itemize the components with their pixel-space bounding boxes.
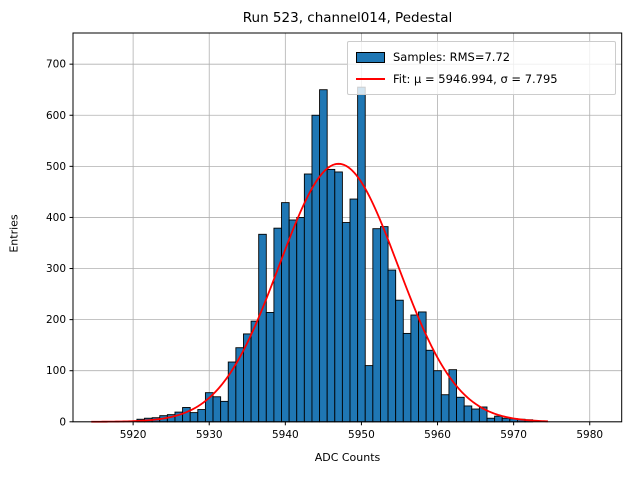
- y-axis-label: Entries: [7, 214, 21, 253]
- svg-text:300: 300: [46, 263, 66, 275]
- legend-entry-samples: Samples: RMS=7.72: [356, 50, 607, 64]
- svg-text:600: 600: [46, 110, 66, 122]
- x-axis-label: ADC Counts: [314, 451, 381, 464]
- svg-text:5980: 5980: [576, 429, 603, 441]
- svg-text:700: 700: [46, 59, 66, 71]
- svg-text:5940: 5940: [272, 429, 299, 441]
- legend-entry-fit: Fit: μ = 5946.994, σ = 7.795: [356, 72, 607, 86]
- svg-text:0: 0: [59, 416, 66, 428]
- svg-text:5950: 5950: [348, 429, 375, 441]
- chart-title: Run 523, channel014, Pedestal: [242, 10, 453, 26]
- samples-swatch-icon: [356, 51, 385, 63]
- svg-text:5930: 5930: [196, 429, 223, 441]
- svg-text:100: 100: [46, 365, 66, 377]
- svg-text:5960: 5960: [424, 429, 451, 441]
- fit-line-swatch-icon: [356, 78, 385, 80]
- svg-text:400: 400: [46, 212, 66, 224]
- svg-text:5970: 5970: [500, 429, 527, 441]
- svg-text:5920: 5920: [120, 429, 147, 441]
- legend-fit-label: Fit: μ = 5946.994, σ = 7.795: [393, 72, 558, 86]
- legend: Samples: RMS=7.72 Fit: μ = 5946.994, σ =…: [347, 41, 616, 95]
- svg-text:500: 500: [46, 161, 66, 173]
- legend-samples-label: Samples: RMS=7.72: [393, 50, 511, 64]
- svg-text:200: 200: [46, 314, 66, 326]
